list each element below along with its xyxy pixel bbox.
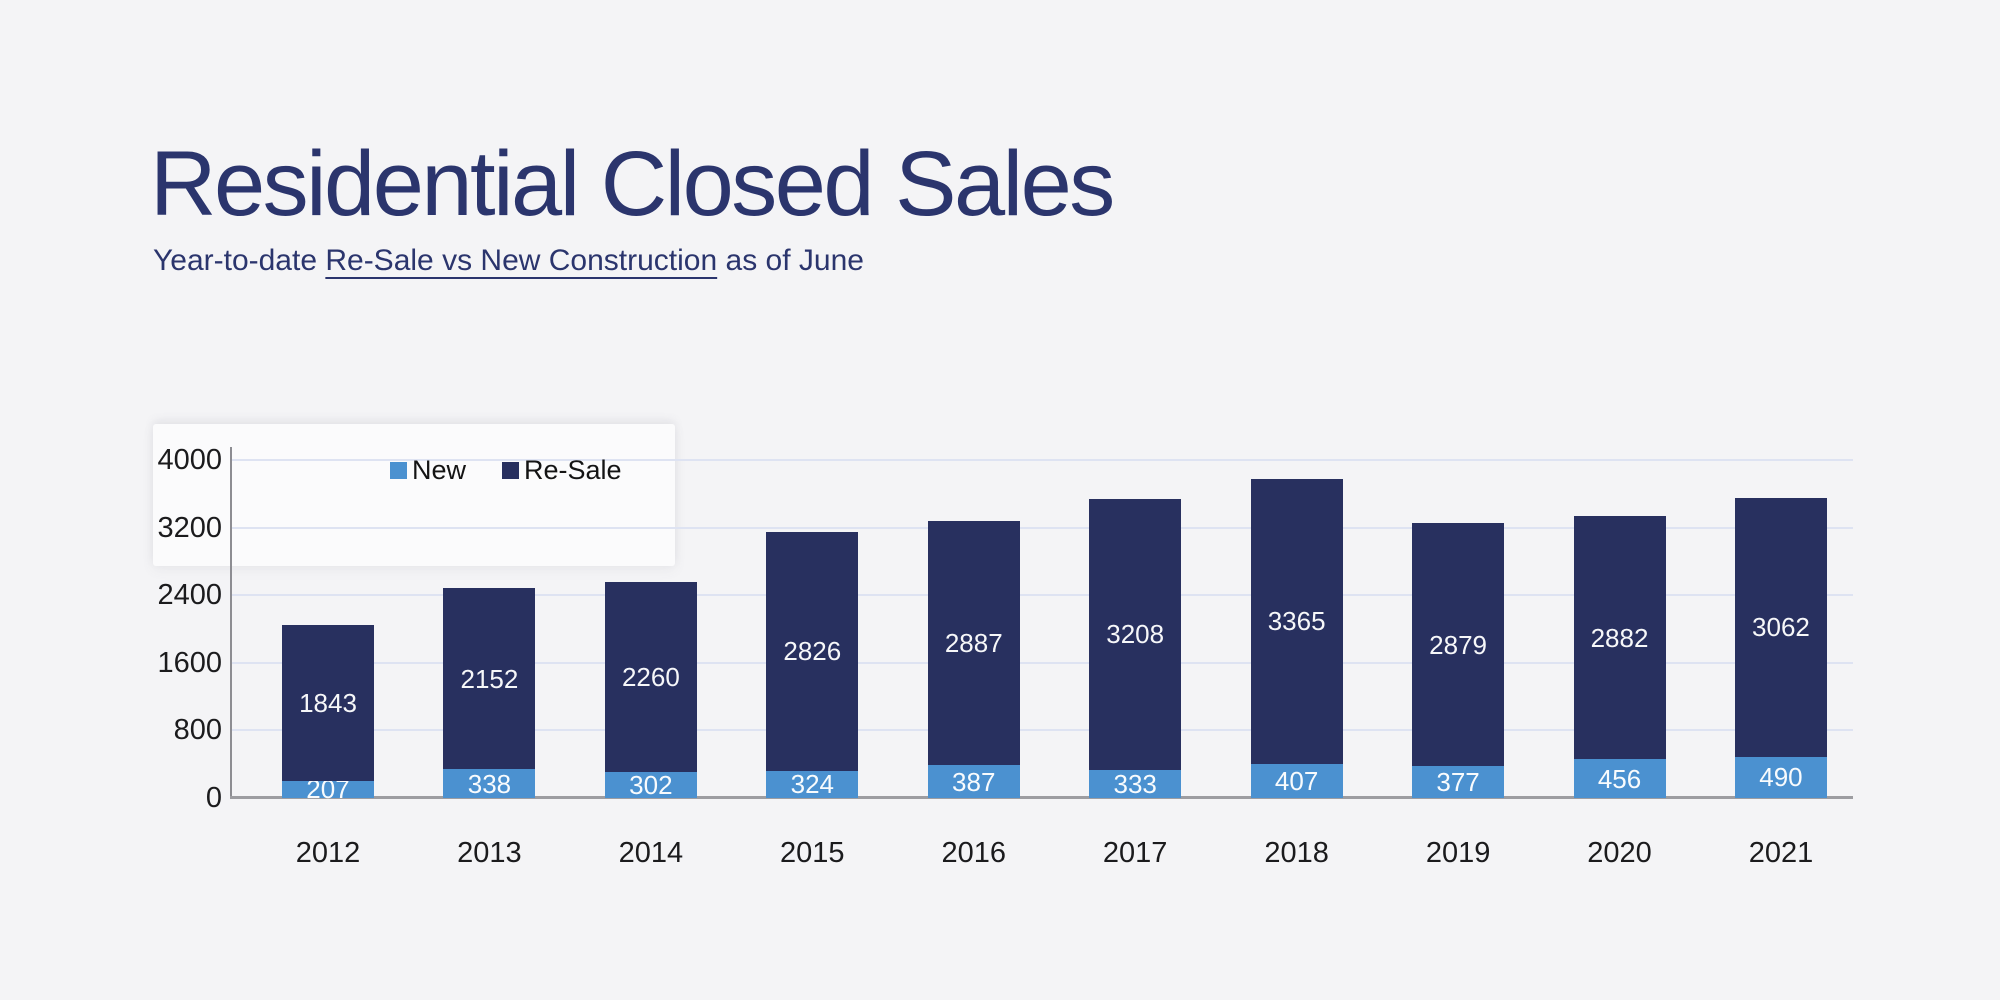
bar-value-label-new-2014: 302 [629, 770, 673, 801]
bar-segment-new-2015: 324 [766, 769, 859, 800]
bar-value-label-new-2016: 387 [952, 766, 996, 797]
bar-segment-new-2018: 407 [1250, 763, 1343, 798]
x-tick-label-2018: 2018 [1264, 837, 1329, 869]
y-axis-line [230, 447, 232, 798]
bar-value-label-re-sale-2021: 3062 [1752, 612, 1810, 643]
bar-segment-re-sale-2013: 2152 [443, 587, 536, 770]
bar-segment-new-2019: 377 [1412, 766, 1505, 798]
plot-area: New Re-Sale 207 1843 338 2152 302 2260 324 2826 3… [232, 447, 1853, 804]
x-tick-label-2019: 2019 [1425, 837, 1491, 869]
bar-segment-re-sale-2018: 3365 [1250, 479, 1343, 764]
legend-label-re-sale: Re-Sale [524, 455, 622, 485]
subtitle-prefix: Year-to-date [153, 244, 326, 277]
bar-value-label-re-sale-2017: 3208 [1106, 619, 1165, 650]
bar-segment-new-2017: 333 [1089, 768, 1182, 799]
gridline-2400 [232, 594, 1853, 597]
subtitle-suffix: as of June [717, 244, 864, 277]
gridline-3200 [232, 526, 1853, 529]
bar-segment-new-2013: 338 [443, 768, 536, 799]
legend-item-re-sale: Re-Sale [502, 457, 622, 484]
bar-segment-re-sale-2021: 3062 [1734, 497, 1827, 757]
y-tick-label-1600: 1600 [157, 646, 222, 679]
gridline-1600 [232, 661, 1853, 664]
y-tick-label-0: 0 [205, 782, 222, 814]
bar-value-label-new-2018: 407 [1274, 765, 1319, 796]
bar-value-label-re-sale-2014: 2260 [621, 662, 680, 692]
x-tick-label-2021: 2021 [1748, 837, 1814, 869]
bar-segment-new-2021: 490 [1734, 756, 1827, 798]
bar-segment-re-sale-2020: 2882 [1573, 515, 1666, 760]
bar-value-label-new-2015: 324 [790, 769, 834, 800]
bar-segment-new-2012: 207 [282, 774, 374, 804]
x-tick-label-2013: 2013 [457, 837, 522, 869]
bar-value-label-new-2013: 338 [467, 768, 512, 799]
subtitle-underlined-text: Re-Sale vs New Construction [325, 244, 718, 277]
x-tick-label-2012: 2012 [295, 837, 361, 869]
bar-value-label-re-sale-2019: 2879 [1429, 629, 1487, 660]
bar-value-label-new-2020: 456 [1597, 763, 1642, 794]
chart-legend: New Re-Sale [390, 457, 622, 484]
page-subtitle: Year-to-date Re-Sale vs New Construction… [153, 243, 864, 279]
y-tick-label-4000: 4000 [157, 444, 222, 476]
bar-segment-re-sale-2015: 2826 [766, 531, 859, 771]
bar-segment-new-2014: 302 [604, 770, 697, 801]
x-axis-line [230, 796, 1853, 799]
x-tick-label-2014: 2014 [618, 837, 684, 869]
legend-item-new: New [390, 457, 466, 484]
bar-segment-new-2020: 456 [1573, 759, 1666, 798]
y-tick-label-3200: 3200 [157, 511, 222, 544]
bar-segment-re-sale-2014: 2260 [604, 581, 697, 773]
bar-value-label-new-2021: 490 [1759, 762, 1803, 793]
bar-value-label-re-sale-2012: 1843 [299, 687, 357, 718]
legend-swatch-new-icon [390, 462, 407, 479]
legend-label-new: New [412, 455, 467, 485]
x-tick-label-2016: 2016 [941, 837, 1006, 869]
bar-value-label-re-sale-2020: 2882 [1590, 622, 1649, 653]
bar-value-label-re-sale-2018: 3365 [1267, 606, 1326, 637]
page-title: Residential Closed Sales [150, 133, 1115, 235]
bar-value-label-re-sale-2016: 2887 [944, 628, 1003, 659]
bar-value-label-new-2017: 333 [1113, 768, 1157, 799]
x-tick-label-2017: 2017 [1102, 837, 1168, 869]
bar-segment-re-sale-2019: 2879 [1412, 522, 1505, 767]
chart-highlight-panel [153, 424, 675, 566]
y-tick-label-800: 800 [173, 714, 222, 747]
bar-value-label-new-2019: 377 [1436, 767, 1480, 798]
x-tick-label-2015: 2015 [780, 837, 845, 869]
gridline-4000 [232, 459, 1853, 461]
gridline-800 [232, 729, 1853, 732]
x-tick-label-2020: 2020 [1587, 837, 1652, 869]
bar-segment-new-2016: 387 [927, 765, 1020, 798]
legend-swatch-re-sale-icon [502, 462, 520, 479]
bar-segment-re-sale-2012: 1843 [282, 624, 374, 781]
bar-segment-re-sale-2016: 2887 [927, 521, 1020, 766]
bar-segment-re-sale-2017: 3208 [1089, 498, 1182, 770]
y-tick-label-2400: 2400 [157, 579, 222, 612]
bar-value-label-re-sale-2015: 2826 [783, 636, 842, 667]
bar-value-label-re-sale-2013: 2152 [460, 663, 519, 694]
